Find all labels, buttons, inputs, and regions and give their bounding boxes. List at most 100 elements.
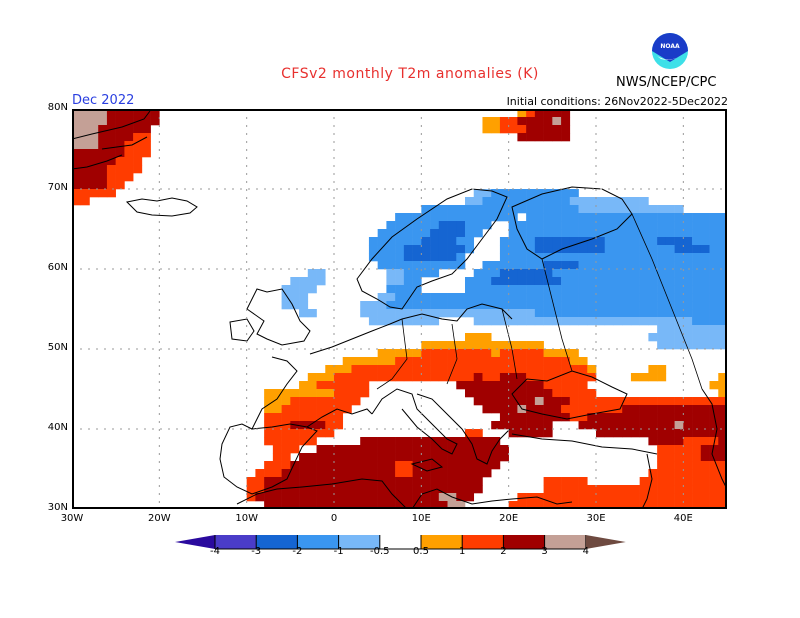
- anomaly-cell: [325, 429, 335, 438]
- anomaly-cell: [569, 365, 579, 374]
- anomaly-cell: [665, 213, 675, 222]
- anomaly-cell: [692, 333, 702, 342]
- anomaly-cell: [683, 501, 693, 509]
- anomaly-cell: [613, 237, 623, 246]
- anomaly-cell: [456, 485, 466, 494]
- anomaly-cell: [106, 117, 116, 126]
- anomaly-cell: [473, 381, 483, 390]
- anomaly-cell: [709, 397, 719, 406]
- anomaly-cell: [412, 261, 422, 270]
- anomaly-cell: [718, 501, 727, 509]
- anomaly-cell: [473, 317, 483, 326]
- anomaly-cell: [692, 325, 702, 334]
- anomaly-cell: [89, 109, 99, 118]
- anomaly-cell: [517, 413, 527, 422]
- anomaly-cell: [578, 373, 588, 382]
- anomaly-cell: [430, 501, 440, 509]
- anomaly-cell: [596, 429, 606, 438]
- anomaly-cell: [596, 501, 606, 509]
- anomaly-cell: [622, 285, 632, 294]
- anomaly-cell: [395, 493, 405, 502]
- anomaly-cell: [526, 285, 536, 294]
- anomaly-cell: [552, 125, 562, 134]
- anomaly-cell: [473, 373, 483, 382]
- anomaly-cell: [709, 501, 719, 509]
- colorbar-label: -4: [210, 546, 220, 557]
- anomaly-cell: [430, 485, 440, 494]
- anomaly-cell: [665, 205, 675, 214]
- anomaly-cell: [299, 421, 309, 430]
- anomaly-cell: [89, 165, 99, 174]
- anomaly-cell: [534, 413, 544, 422]
- anomaly-cell: [718, 237, 727, 246]
- anomaly-cell: [674, 413, 684, 422]
- anomaly-cell: [665, 261, 675, 270]
- anomaly-cell: [683, 293, 693, 302]
- anomaly-cell: [561, 269, 571, 278]
- anomaly-cell: [482, 373, 492, 382]
- anomaly-cell: [578, 381, 588, 390]
- anomaly-cell: [316, 405, 326, 414]
- anomaly-cell: [290, 501, 300, 509]
- anomaly-cell: [674, 269, 684, 278]
- anomaly-cell: [351, 485, 361, 494]
- anomaly-cell: [412, 285, 422, 294]
- anomaly-cell: [543, 253, 553, 262]
- anomaly-cell: [307, 373, 317, 382]
- anomaly-cell: [569, 205, 579, 214]
- anomaly-cell: [351, 357, 361, 366]
- anomaly-cell: [395, 301, 405, 310]
- anomaly-cell: [718, 421, 727, 430]
- anomaly-cell: [569, 261, 579, 270]
- anomaly-cell: [299, 381, 309, 390]
- anomaly-cell: [473, 485, 483, 494]
- anomaly-cell: [395, 437, 405, 446]
- anomaly-cell: [692, 413, 702, 422]
- anomaly-cell: [360, 453, 370, 462]
- anomaly-cell: [665, 501, 675, 509]
- anomaly-cell: [596, 485, 606, 494]
- anomaly-cell: [421, 269, 431, 278]
- anomaly-cell: [421, 357, 431, 366]
- anomaly-cell: [334, 397, 344, 406]
- anomaly-cell: [412, 445, 422, 454]
- anomaly-cell: [473, 197, 483, 206]
- anomaly-cell: [421, 477, 431, 486]
- anomaly-cell: [604, 301, 614, 310]
- anomaly-cell: [639, 221, 649, 230]
- coastlines: [72, 110, 727, 509]
- anomaly-cell: [578, 253, 588, 262]
- anomaly-cell: [342, 501, 352, 509]
- anomaly-cell: [325, 365, 335, 374]
- anomaly-cell: [648, 437, 658, 446]
- anomaly-cell: [674, 277, 684, 286]
- anomaly-cell: [438, 469, 448, 478]
- anomaly-cell: [316, 397, 326, 406]
- anomaly-cell: [700, 325, 710, 334]
- anomaly-cell: [630, 485, 640, 494]
- anomaly-cell: [386, 245, 396, 254]
- anomaly-cell: [499, 445, 509, 454]
- anomaly-cell: [578, 261, 588, 270]
- anomaly-cell: [115, 181, 125, 190]
- anomaly-cell: [508, 213, 518, 222]
- anomaly-cell: [648, 397, 658, 406]
- anomaly-cell: [587, 485, 597, 494]
- anomaly-cell: [438, 341, 448, 350]
- anomaly-cell: [465, 365, 475, 374]
- anomaly-cell: [412, 349, 422, 358]
- anomaly-cell: [342, 389, 352, 398]
- anomaly-cell: [499, 261, 509, 270]
- anomaly-cell: [543, 261, 553, 270]
- anomaly-cell: [683, 221, 693, 230]
- anomaly-cell: [718, 221, 727, 230]
- anomaly-cell: [587, 197, 597, 206]
- anomaly-cell: [674, 421, 684, 430]
- anomaly-cell: [692, 277, 702, 286]
- anomaly-cell: [438, 237, 448, 246]
- longitude-label: 20E: [499, 513, 519, 524]
- anomaly-cell: [683, 285, 693, 294]
- anomaly-cell: [412, 245, 422, 254]
- anomaly-cell: [272, 461, 282, 470]
- anomaly-cell: [657, 341, 667, 350]
